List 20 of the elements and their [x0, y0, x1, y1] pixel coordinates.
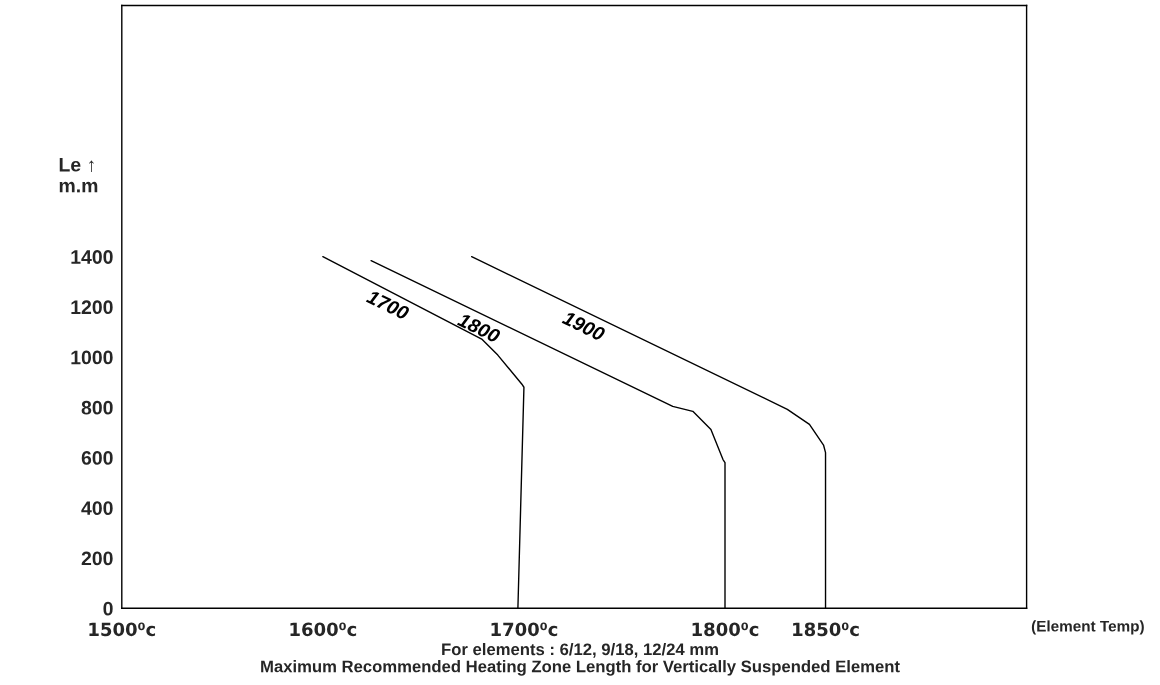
text: For elements : 6/12, 9/18, 12/24 mm: [442, 642, 718, 658]
x-tick-label: 1600⁰c: [290, 622, 357, 637]
y-tick-label: 1200: [71, 300, 113, 315]
x-tick-label: 1800⁰c: [692, 622, 759, 637]
x-tick-label: 1850⁰c: [793, 622, 859, 637]
text: Maximum Recommended Heating Zone Length for Vertically Suspended Element: [261, 660, 900, 676]
x-tick-label: 1700⁰c: [491, 622, 558, 637]
y-tick-label: 1000: [71, 350, 113, 365]
x-axis-title: (Element Temp): [1031, 620, 1144, 635]
x-tick-label: 1500⁰c: [89, 622, 156, 637]
text: 1700: [365, 289, 411, 321]
y-axis-title: Le ↑ m.m: [59, 158, 98, 193]
text: 1900: [561, 310, 607, 342]
y-tick-label: 400: [81, 501, 113, 516]
y-tick-label: 0: [103, 601, 113, 616]
y-tick-label: 600: [81, 451, 113, 465]
y-tick-label: 1400: [71, 250, 113, 264]
y-tick-label: 200: [81, 551, 113, 566]
y-tick-label: 800: [81, 400, 113, 415]
text: 1800: [456, 312, 502, 344]
